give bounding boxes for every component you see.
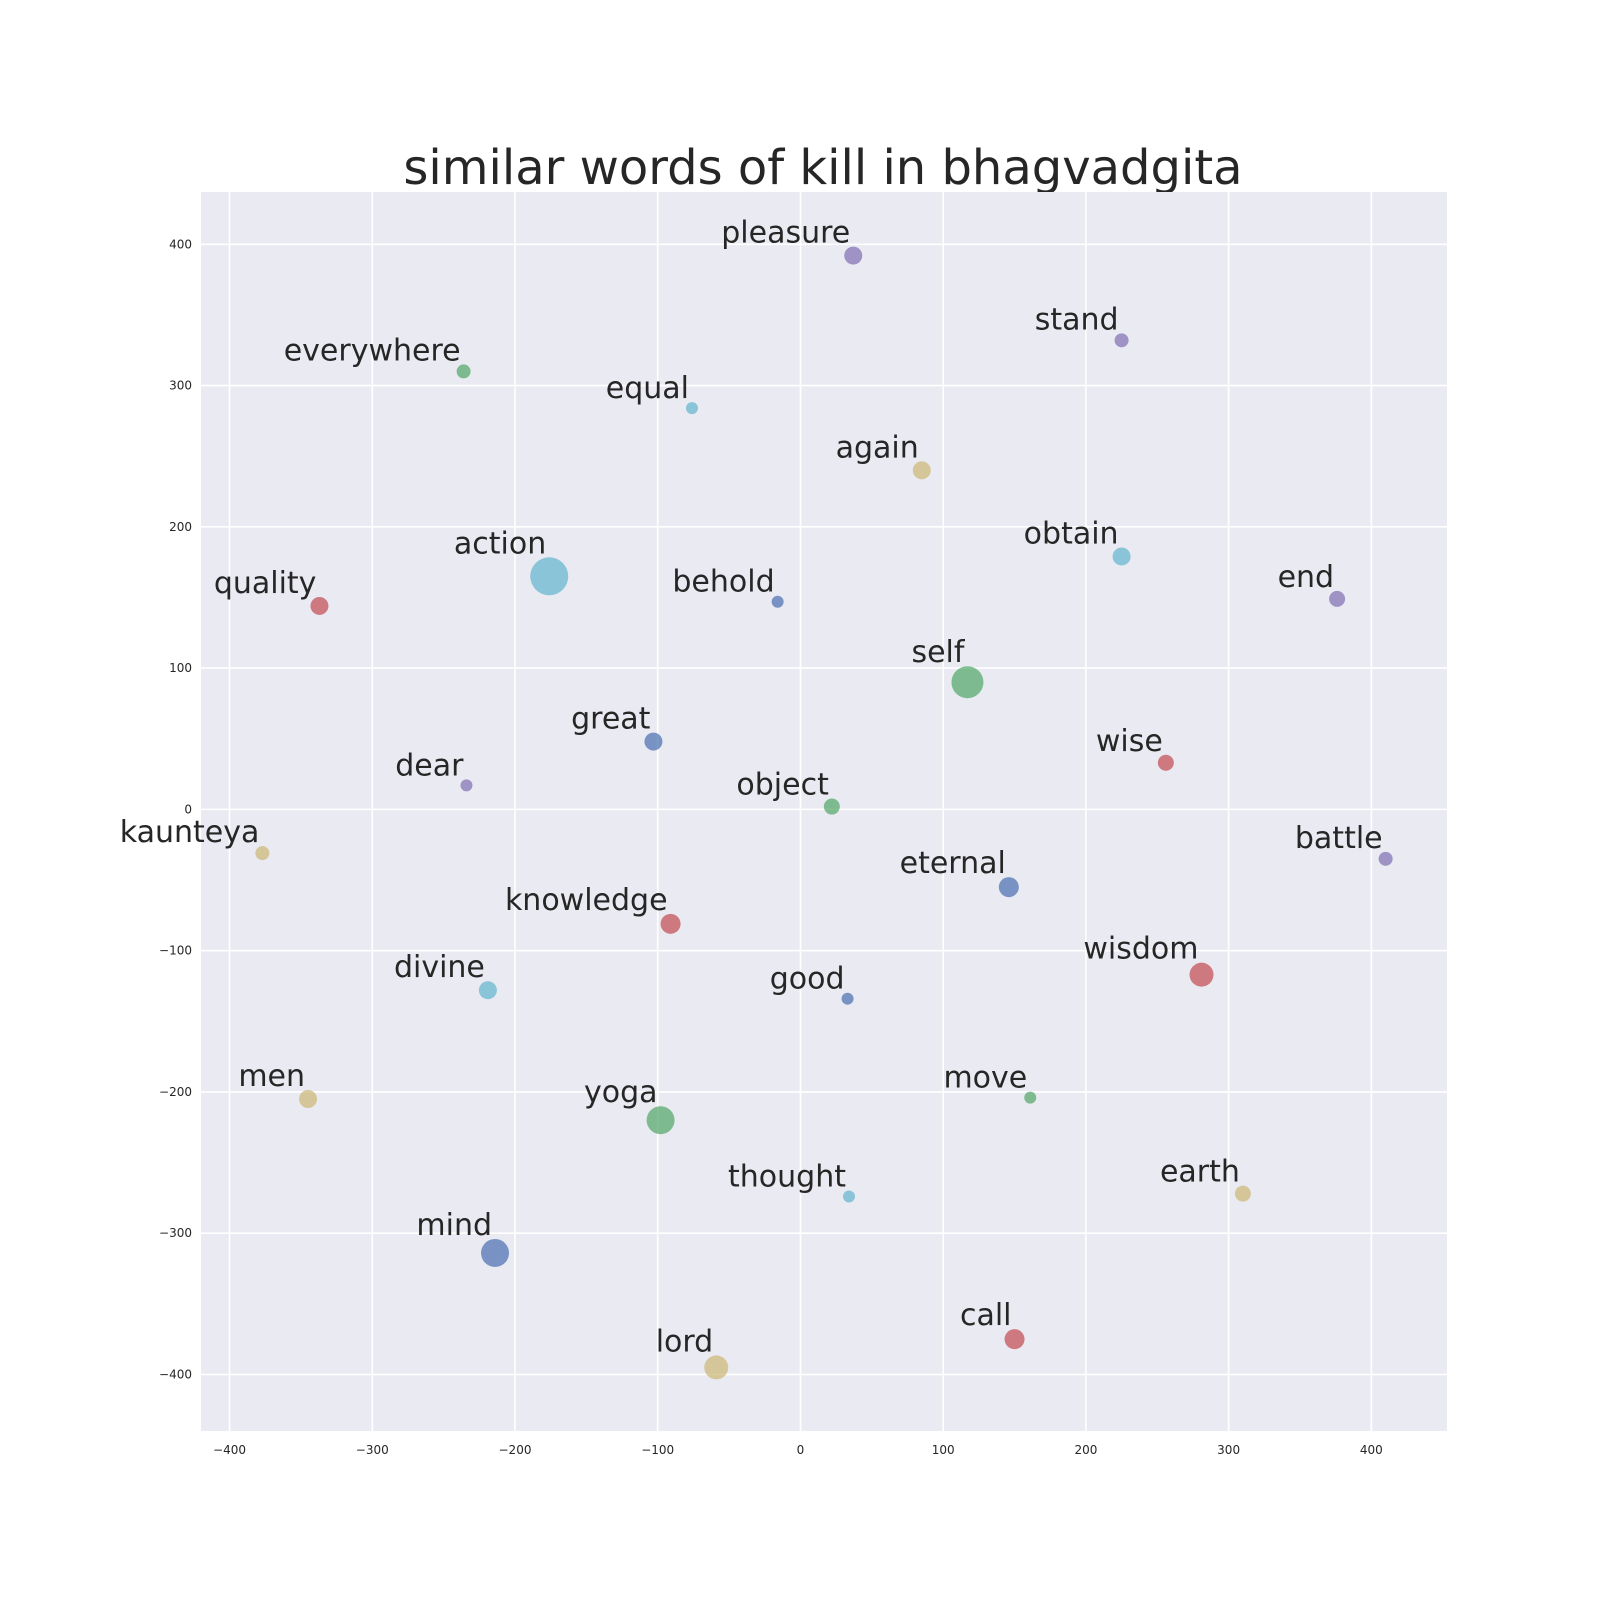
label-thought: thought	[728, 1159, 846, 1194]
y-axis-ticks: −400 −300 −200 −100 0 100 200 300 400	[159, 237, 192, 1381]
label-call: call	[960, 1298, 1012, 1333]
point-divine	[478, 981, 497, 1000]
y-tick-label: 100	[169, 661, 192, 675]
point-dear	[460, 779, 473, 792]
y-tick-label: 300	[169, 379, 192, 393]
label-object: object	[736, 768, 829, 803]
point-yoga	[646, 1106, 675, 1135]
label-great: great	[571, 702, 651, 737]
point-quality	[310, 596, 329, 615]
label-quality: quality	[214, 566, 317, 601]
label-yoga: yoga	[584, 1075, 658, 1110]
x-tick-label: 400	[1360, 1443, 1383, 1457]
label-move: move	[943, 1061, 1027, 1096]
x-tick-label: −400	[213, 1443, 246, 1457]
y-tick-label: −200	[159, 1085, 192, 1099]
label-eternal: eternal	[900, 846, 1006, 881]
y-tick-label: 0	[184, 802, 192, 816]
label-good: good	[770, 962, 845, 997]
y-tick-label: 400	[169, 237, 192, 251]
label-self: self	[911, 635, 965, 670]
y-tick-label: −300	[159, 1226, 192, 1240]
point-call	[1004, 1329, 1025, 1350]
data-points	[255, 246, 1393, 1380]
label-dear: dear	[395, 748, 464, 783]
point-kaunteya	[255, 846, 270, 861]
point-action	[530, 557, 569, 596]
label-equal: equal	[606, 371, 689, 406]
y-tick-label: −100	[159, 944, 192, 958]
point-knowledge	[660, 913, 681, 934]
point-stand	[1114, 333, 1129, 348]
label-earth: earth	[1160, 1155, 1240, 1190]
x-tick-label: −100	[641, 1443, 674, 1457]
x-tick-label: 200	[1074, 1443, 1097, 1457]
point-good	[841, 992, 854, 1005]
point-object	[823, 798, 840, 815]
label-kaunteya: kaunteya	[120, 815, 260, 850]
point-battle	[1378, 851, 1393, 866]
point-men	[299, 1089, 318, 1108]
label-mind: mind	[416, 1208, 492, 1243]
x-axis-ticks: −400 −300 −200 −100 0 100 200 300 400	[213, 1443, 1383, 1457]
point-earth	[1234, 1185, 1251, 1202]
point-eternal	[998, 877, 1019, 898]
x-tick-label: −200	[499, 1443, 532, 1457]
label-lord: lord	[656, 1324, 714, 1359]
x-tick-label: 0	[797, 1443, 805, 1457]
point-obtain	[1112, 547, 1131, 566]
point-labels: pleasure stand everywhere equal again obtain a…	[120, 216, 1383, 1360]
label-wisdom: wisdom	[1083, 932, 1198, 967]
grid-lines	[201, 192, 1447, 1431]
point-end	[1329, 590, 1346, 607]
point-behold	[771, 595, 784, 608]
label-everywhere: everywhere	[284, 333, 461, 368]
label-divine: divine	[394, 950, 485, 985]
label-wise: wise	[1096, 724, 1163, 759]
label-battle: battle	[1295, 821, 1383, 856]
point-everywhere	[456, 364, 471, 379]
y-tick-label: −400	[159, 1367, 192, 1381]
label-behold: behold	[672, 565, 774, 600]
point-equal	[685, 402, 698, 415]
point-move	[1024, 1091, 1037, 1104]
point-lord	[704, 1355, 729, 1380]
y-tick-label: 200	[169, 520, 192, 534]
label-obtain: obtain	[1024, 516, 1119, 551]
x-tick-label: −300	[356, 1443, 389, 1457]
label-action: action	[454, 526, 546, 561]
label-again: again	[836, 430, 919, 465]
point-pleasure	[844, 246, 863, 265]
point-wise	[1157, 754, 1174, 771]
x-tick-label: 100	[932, 1443, 955, 1457]
point-thought	[842, 1190, 855, 1203]
chart-title: similar words of kill in bhagvadgita	[403, 140, 1242, 196]
point-self	[951, 666, 984, 699]
label-stand: stand	[1035, 302, 1119, 337]
point-again	[912, 461, 931, 480]
x-tick-label: 300	[1217, 1443, 1240, 1457]
plot-area	[201, 192, 1447, 1431]
label-men: men	[238, 1059, 305, 1094]
point-mind	[481, 1238, 510, 1267]
point-great	[644, 732, 663, 751]
point-wisdom	[1189, 962, 1214, 987]
label-pleasure: pleasure	[721, 216, 850, 251]
label-knowledge: knowledge	[505, 883, 668, 918]
label-end: end	[1278, 560, 1335, 595]
